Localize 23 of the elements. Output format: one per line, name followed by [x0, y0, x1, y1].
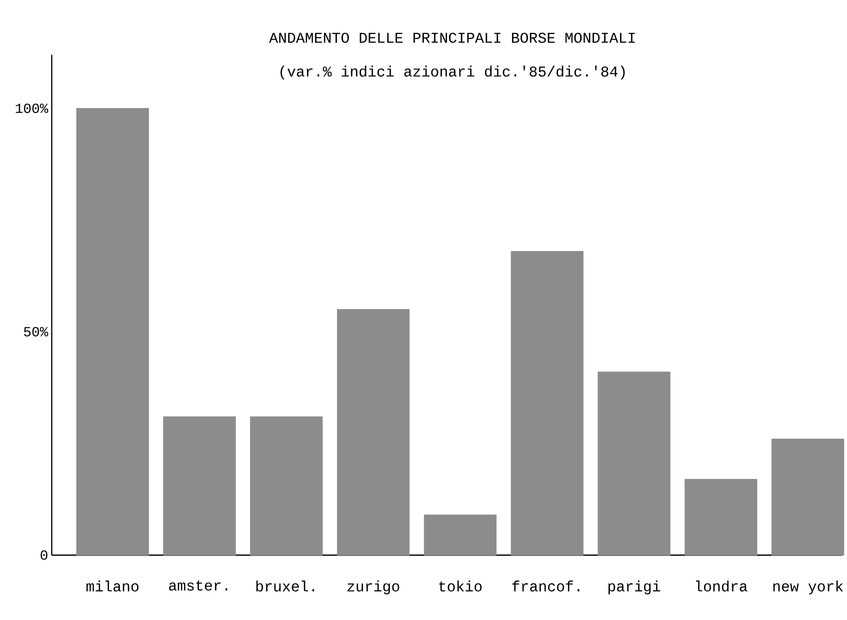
- bar: [772, 438, 844, 556]
- y-tick-label: 100%: [16, 104, 48, 114]
- x-tick-label: tokio: [439, 580, 482, 592]
- x-tick-label: francof.: [512, 580, 580, 592]
- y-tick-label: 0: [40, 550, 48, 560]
- chart-title: ANDAMENTO DELLE PRINCIPALI BORSE MONDIALI: [269, 32, 635, 43]
- bar: [250, 416, 323, 556]
- bar: [684, 479, 758, 556]
- x-tick-label: amster.: [169, 580, 228, 591]
- bar: [76, 108, 149, 556]
- bar: [598, 372, 670, 556]
- text: (var.% indici azionari dic.'85/dic.'84): [280, 66, 625, 80]
- y-tick-label: 50%: [24, 327, 48, 337]
- bar: [510, 251, 584, 556]
- x-tick-label: milano: [86, 580, 138, 592]
- bar: [424, 514, 497, 556]
- bar: [163, 416, 236, 556]
- x-tick-label: zurigo: [348, 580, 400, 595]
- x-tick-label: bruxel.: [256, 580, 314, 592]
- x-tick-label: new york: [773, 580, 843, 595]
- x-tick-label: londra: [696, 580, 748, 592]
- x-tick-label: parigi: [608, 580, 660, 595]
- bar: [336, 309, 410, 556]
